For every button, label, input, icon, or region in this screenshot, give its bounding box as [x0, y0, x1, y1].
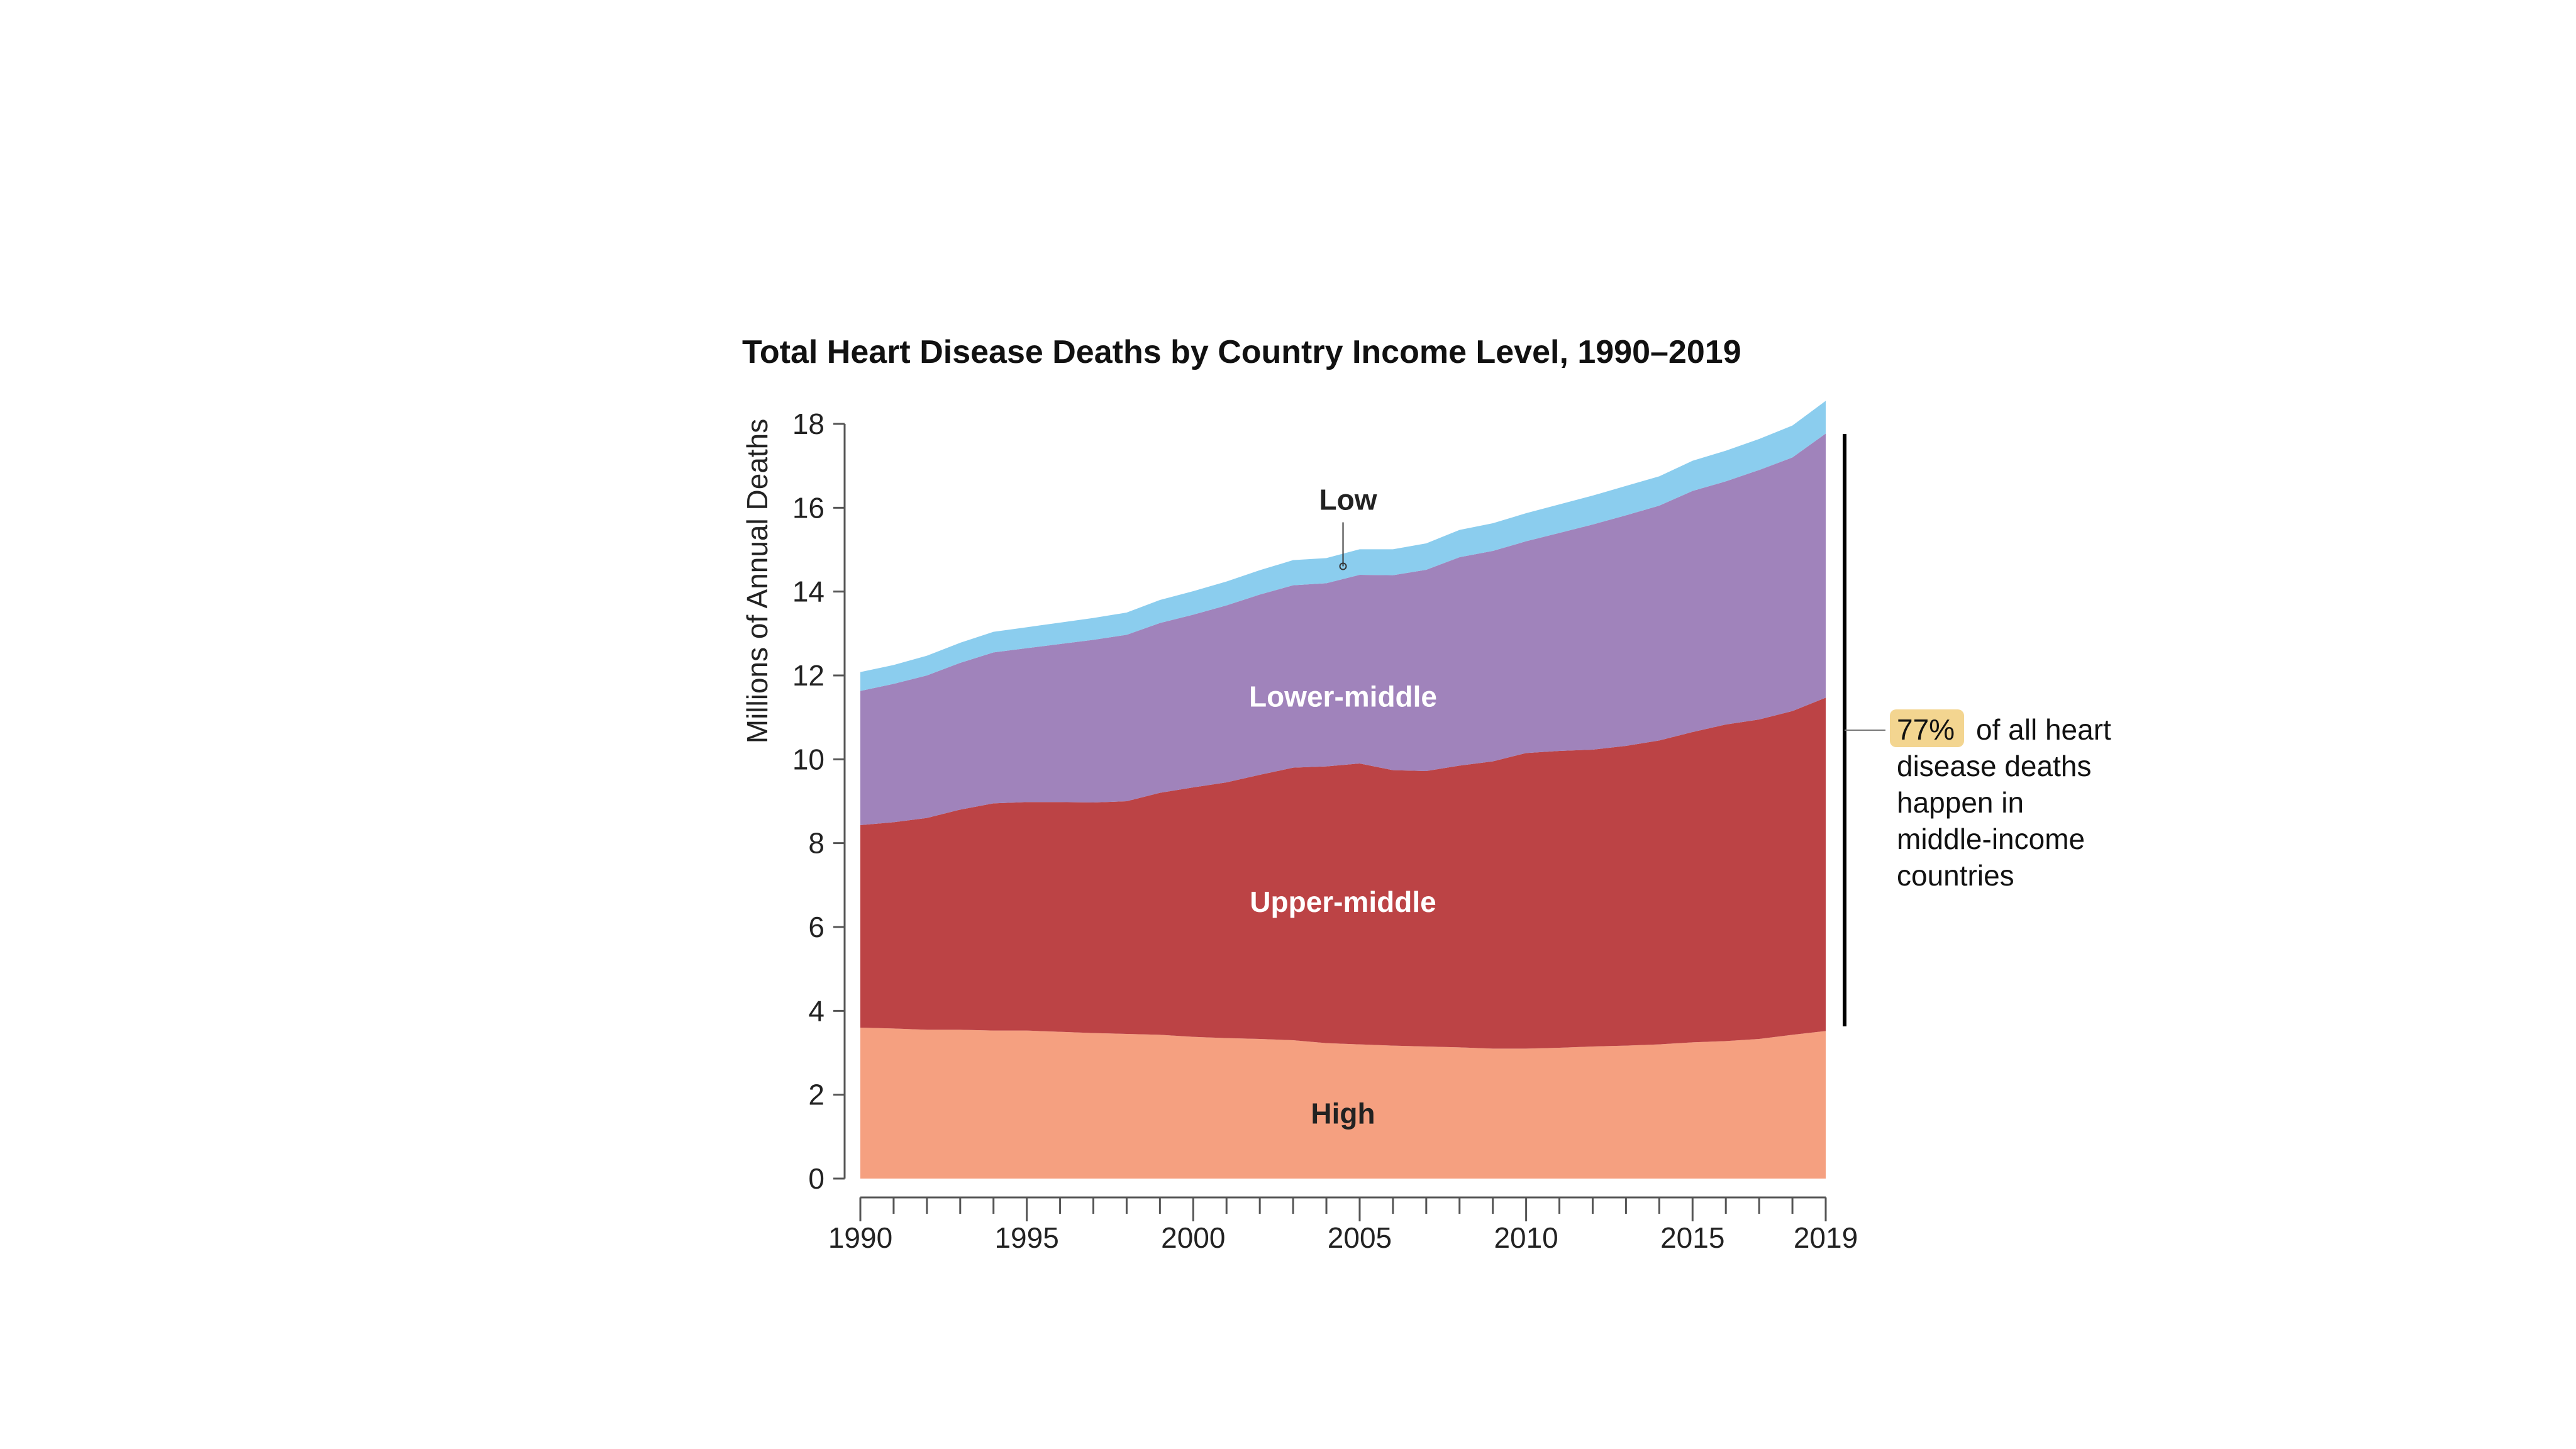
area-low	[860, 401, 1826, 691]
annotation-line: middle-income	[1897, 823, 2085, 855]
series-label-lower-middle: Lower-middle	[1249, 680, 1437, 713]
area-layers	[860, 401, 1826, 1179]
y-tick-label: 10	[792, 743, 824, 775]
y-tick-label: 0	[808, 1162, 824, 1195]
x-tick-label: 2019	[1794, 1221, 1858, 1254]
series-label-high: High	[1311, 1097, 1375, 1130]
annotation-highlight	[1890, 709, 1964, 747]
y-tick-label: 18	[792, 408, 824, 440]
y-tick-label: 14	[792, 575, 824, 608]
annotation-line: disease deaths	[1897, 750, 2091, 782]
y-tick-label: 16	[792, 491, 824, 524]
y-tick-label: 4	[808, 994, 824, 1027]
area-lower-middle	[860, 433, 1826, 825]
annotation-line: countries	[1897, 859, 2014, 892]
x-tick-label: 2015	[1660, 1221, 1724, 1254]
series-label-upper-middle: Upper-middle	[1250, 886, 1436, 918]
series-label-low: Low	[1319, 484, 1377, 516]
annotation-percent: 77%	[1897, 713, 1955, 746]
y-tick-label: 2	[808, 1079, 824, 1111]
leader-dot	[1339, 562, 1347, 570]
y-tick-label: 6	[808, 911, 824, 943]
area-upper-middle	[860, 697, 1826, 1049]
y-tick-label: 8	[808, 827, 824, 860]
x-axis: 1990 1995 2000 2005 2010 2015 2019	[828, 1196, 1858, 1254]
x-tick-label: 1995	[994, 1221, 1058, 1254]
y-axis: 0 2 4 6 8 10 12 14 16 18	[792, 408, 846, 1195]
x-tick-label: 2010	[1494, 1221, 1558, 1254]
area-high	[860, 1028, 1826, 1179]
x-tick-label: 1990	[828, 1221, 892, 1254]
annotation: 77% of all heart disease deaths happen in mi…	[1843, 434, 2111, 1026]
annotation-line: of all heart	[1976, 713, 2111, 746]
annotation-line: happen in	[1897, 786, 2024, 819]
x-tick-label: 2005	[1328, 1221, 1392, 1254]
y-tick-label: 12	[792, 659, 824, 692]
chart-title: Total Heart Disease Deaths by Country In…	[742, 334, 1741, 370]
y-axis-label: Millions of Annual Deaths	[741, 419, 774, 744]
series-labels: High Upper-middle Lower-middle Low	[1249, 484, 1437, 1130]
x-tick-label: 2000	[1161, 1221, 1225, 1254]
